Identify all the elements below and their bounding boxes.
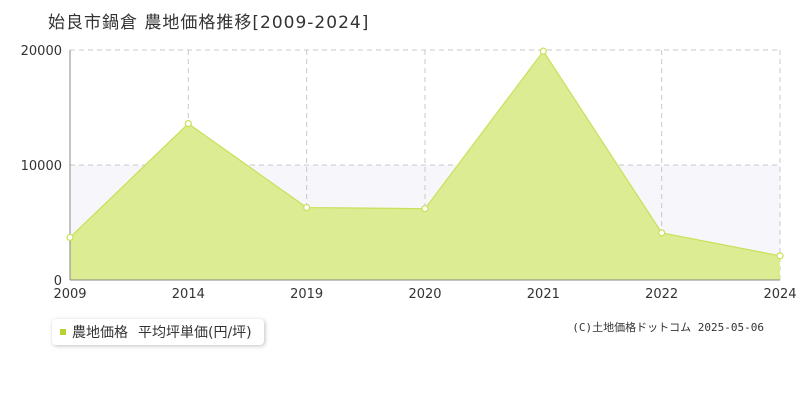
legend: 農地価格 平均坪単価(円/坪) <box>52 319 264 345</box>
x-tick-label: 2022 <box>645 287 678 302</box>
credit-text: (C)土地価格ドットコム 2025-05-06 <box>572 321 764 334</box>
data-point <box>658 229 666 237</box>
y-tick-label: 10000 <box>21 159 62 174</box>
legend-series-label: 農地価格 <box>72 325 128 341</box>
data-point <box>184 119 192 128</box>
x-tick-label: 2020 <box>408 287 441 302</box>
data-point <box>66 233 74 242</box>
data-point <box>303 203 311 212</box>
x-tick-label: 2021 <box>527 287 560 302</box>
chart-title: 始良市鍋倉 農地価格推移[2009-2024] <box>48 13 370 33</box>
area-fill <box>70 51 780 281</box>
data-point <box>776 252 784 260</box>
x-tick-label: 2019 <box>290 287 323 302</box>
x-tick-label: 2009 <box>53 287 86 302</box>
y-tick-label: 0 <box>54 274 62 289</box>
legend-unit-label: 平均坪単価(円/坪) <box>138 325 252 341</box>
data-point <box>421 205 429 213</box>
x-tick-label: 2014 <box>172 287 205 302</box>
legend-swatch <box>60 329 66 335</box>
data-point <box>539 47 547 55</box>
x-tick-label: 2024 <box>763 287 796 302</box>
y-tick-label: 20000 <box>21 44 62 59</box>
